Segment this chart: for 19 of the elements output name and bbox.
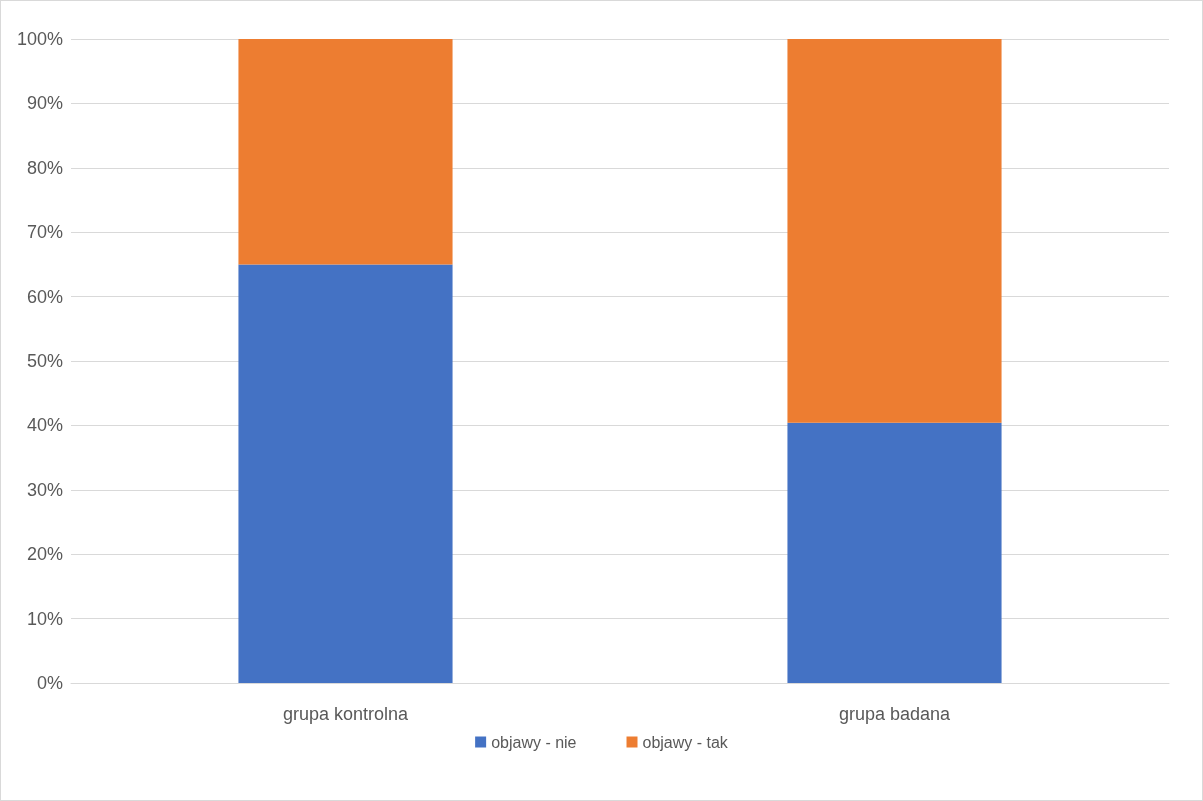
x-tick-label: grupa kontrolna xyxy=(282,704,410,724)
y-tick-label: 100% xyxy=(16,29,63,49)
bar xyxy=(787,422,1002,683)
y-tick-label: 80% xyxy=(26,157,63,178)
x-tick-label: grupa badana xyxy=(838,704,952,724)
y-tick-label: 60% xyxy=(26,286,63,307)
bar xyxy=(238,264,453,683)
y-tick-label: 50% xyxy=(26,351,63,371)
y-tick-label: 90% xyxy=(26,93,63,114)
y-tick-label: 70% xyxy=(26,222,63,243)
bar xyxy=(787,39,1002,423)
y-tick-label: 30% xyxy=(26,479,63,500)
y-tick-label: 0% xyxy=(36,673,63,693)
bar xyxy=(238,39,453,265)
legend-label: objawy - tak xyxy=(642,733,729,751)
y-tick-label: 20% xyxy=(26,544,63,565)
legend-label: objawy - nie xyxy=(491,733,577,751)
y-tick-label: 40% xyxy=(26,415,63,436)
y-tick-label: 10% xyxy=(26,608,63,629)
